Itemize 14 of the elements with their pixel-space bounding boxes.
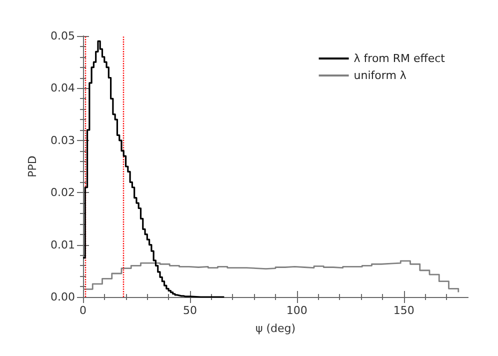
y-tick-label: 0.04 [50,82,75,95]
legend-label: uniform λ [354,69,407,82]
x-tick-label: 0 [80,304,86,317]
y-tick-label: 0.01 [50,238,75,252]
y-tick-label: 0.03 [50,134,75,147]
x-tick-label: 150 [393,304,414,317]
y-tick-label: 0.05 [50,30,75,42]
y-tick-label: 0.00 [50,290,75,304]
x-tick-label: 50 [182,304,197,317]
x-tick-label: 100 [286,304,308,317]
x-axis-title: ψ (deg) [255,322,296,335]
y-tick-label: 0.02 [50,186,75,200]
legend-label: λ from RM effect [354,52,446,65]
y-axis-title: PPD [26,156,39,178]
